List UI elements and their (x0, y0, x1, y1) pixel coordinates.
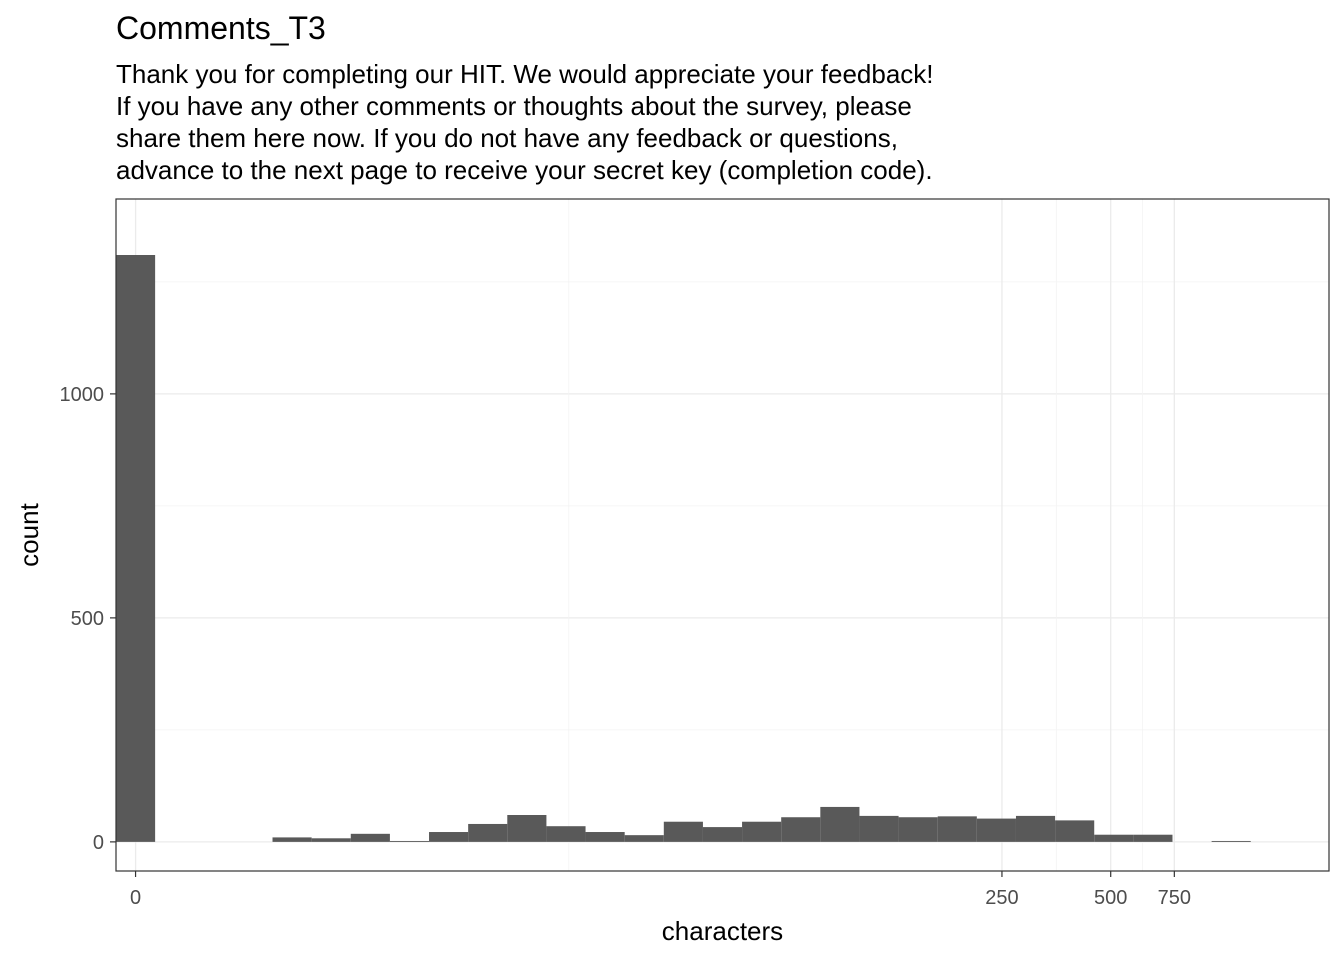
chart-subtitle: Thank you for completing our HIT. We wou… (116, 58, 1216, 186)
subtitle-line: advance to the next page to receive your… (116, 155, 933, 185)
y-tick-label: 500 (71, 608, 104, 630)
histogram-bar (1055, 820, 1095, 842)
histogram-bar (820, 806, 860, 842)
x-axis-title: characters (662, 916, 783, 946)
histogram-bar (702, 827, 743, 842)
panel-border (115, 198, 1330, 872)
y-tick-label: 0 (93, 832, 104, 854)
histogram-bar (468, 823, 508, 842)
histogram-bar (311, 838, 351, 842)
y-tick-label: 1000 (60, 384, 105, 406)
x-tick-label: 750 (1158, 887, 1191, 909)
histogram-bar (898, 817, 938, 842)
histogram-bars (116, 255, 1251, 842)
histogram-bar (585, 832, 625, 842)
histogram-bar (429, 832, 469, 842)
y-axis-title: count (14, 502, 44, 566)
histogram-bar (546, 826, 586, 842)
histogram-bar (507, 815, 547, 842)
grid-lines (116, 199, 1329, 871)
axes: 0 500 1000 0 250 500 750 (60, 384, 1192, 909)
x-tick-label: 500 (1094, 887, 1127, 909)
histogram-bar (1015, 815, 1056, 842)
histogram-bar (781, 817, 821, 842)
histogram-bar (663, 821, 703, 842)
histogram-bar (350, 833, 390, 842)
subtitle-line: share them here now. If you do not have … (116, 123, 898, 153)
histogram-bar (742, 821, 782, 842)
histogram-bar (976, 818, 1016, 842)
histogram-bar (937, 816, 977, 842)
subtitle-line: If you have any other comments or though… (116, 91, 912, 121)
histogram-bar (272, 837, 312, 842)
histogram-bar (1211, 840, 1251, 842)
subtitle-line: Thank you for completing our HIT. We wou… (116, 59, 934, 89)
histogram-bar (624, 835, 664, 842)
histogram-bar (1133, 834, 1173, 842)
histogram-bar (1094, 834, 1134, 842)
histogram-bar (859, 815, 899, 842)
histogram-bar (116, 255, 156, 842)
x-tick-label: 0 (130, 887, 141, 909)
histogram-bar (389, 840, 430, 842)
chart-title: Comments_T3 (116, 10, 326, 46)
x-tick-label: 250 (985, 887, 1018, 909)
